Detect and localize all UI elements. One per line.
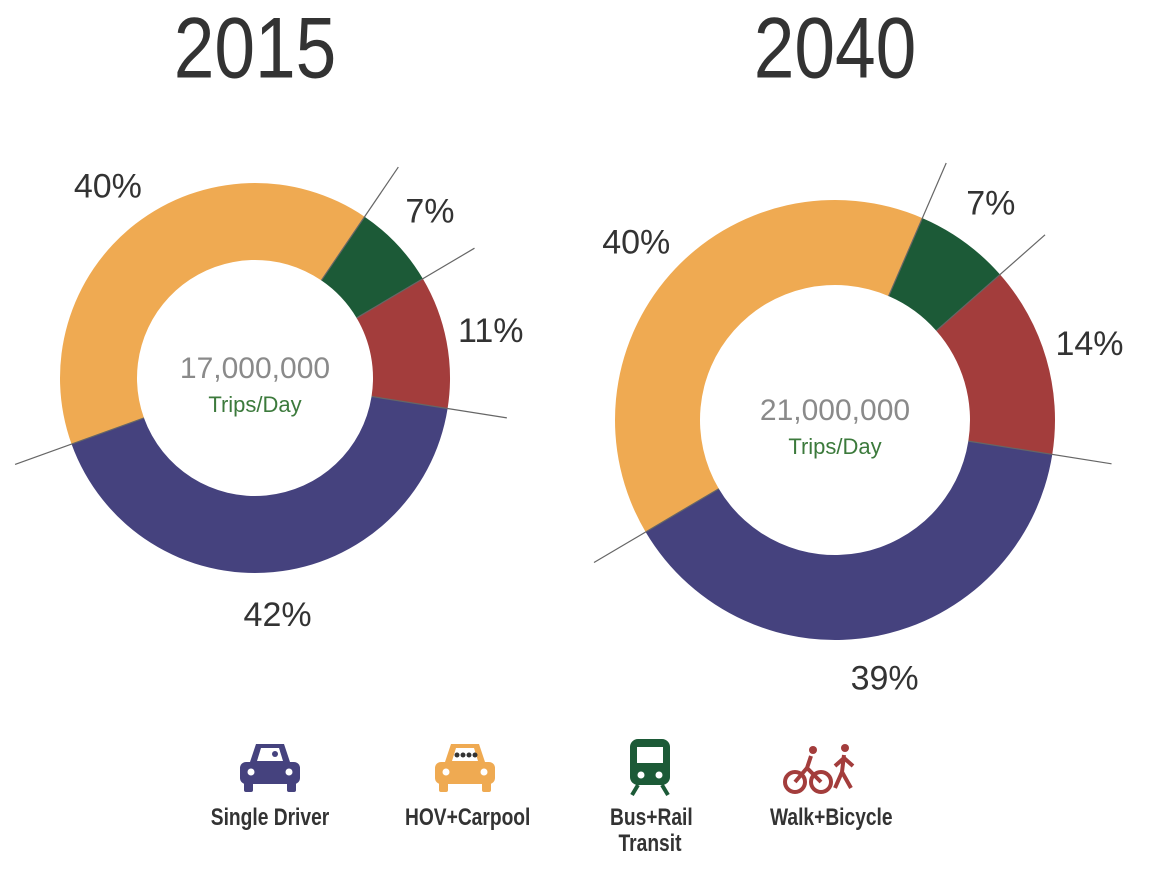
center-label: 17,000,000 [180,352,330,385]
donut-segment [936,274,1055,455]
leader-line [888,162,947,297]
value-label: 39% [851,659,919,697]
center-sublabel: Trips/Day [788,434,881,459]
value-label: 11% [458,312,524,350]
walk-bike-icon [783,744,855,794]
legend-label: Walk+Bicycle [770,804,893,831]
donut-segment [615,199,923,532]
value-label: 42% [244,596,312,634]
train-icon [630,739,670,797]
donut-segment [71,396,448,573]
leader-line [593,488,720,564]
leader-line [968,440,1112,465]
donut-segment [59,183,365,445]
value-label: 14% [1055,325,1123,363]
value-label: 7% [966,185,1015,223]
donut-segment [645,441,1053,640]
leader-line [371,395,507,419]
carpool-icon [435,744,495,792]
center-label: 21,000,000 [760,394,910,427]
center-sublabel: Trips/Day [208,392,301,417]
chart-title: 2040 [754,0,917,96]
legend-icons [240,739,855,797]
leader-line [356,247,475,319]
leader-line [935,234,1046,332]
donut-segment [356,278,450,409]
value-label: 7% [405,193,454,231]
donut-segment [888,218,1001,331]
legend-label: Bus+Rail Transit [610,804,693,857]
legend-label: Single Driver [210,804,330,831]
value-label: 40% [74,167,142,205]
chart-title: 2015 [174,0,337,96]
leader-line [14,417,145,465]
value-label: 40% [602,224,670,262]
car-icon [240,744,300,792]
donut-segment [321,216,423,318]
legend-label: HOV+Carpool [405,804,531,831]
leader-line [320,166,399,281]
